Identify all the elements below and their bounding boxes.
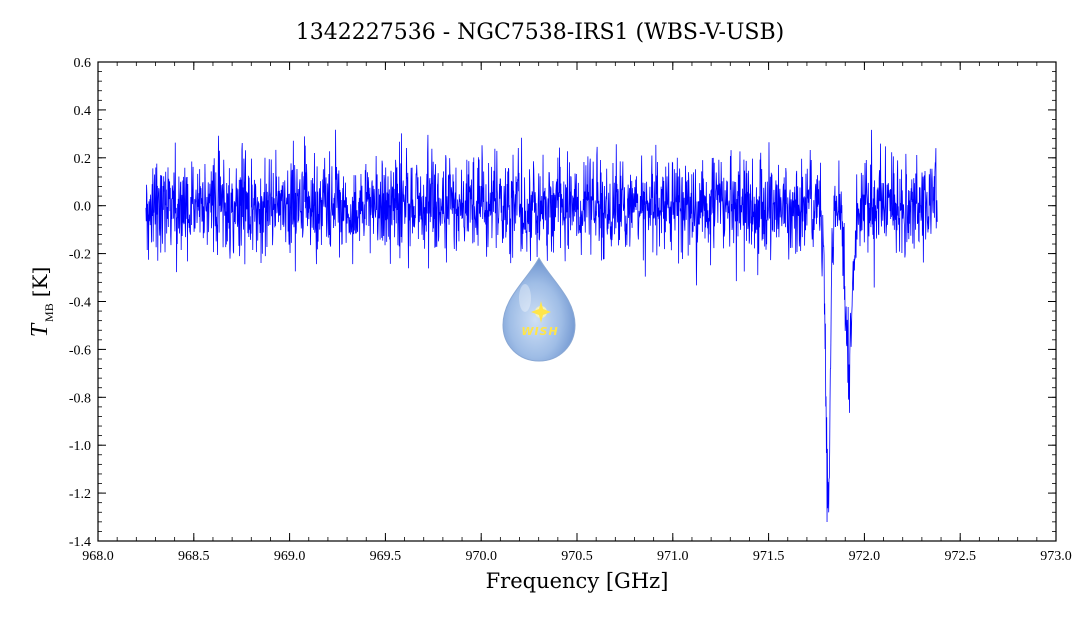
y-tick-label: -1.0 [69, 439, 91, 454]
spectrum-line [145, 129, 938, 522]
spectrum-series [145, 129, 938, 522]
x-tick-label: 972.0 [849, 549, 881, 564]
y-tick-label: 0.2 [74, 152, 92, 167]
y-tick-label: -1.2 [69, 487, 91, 502]
y-tick-label: 0.4 [74, 104, 92, 119]
x-tick-label: 970.0 [465, 549, 497, 564]
svg-text:TMB[K]: TMB [K] [27, 267, 56, 338]
x-tick-label: 969.0 [274, 549, 306, 564]
y-axis-label-unit: [K] [28, 267, 52, 298]
y-axis: -1.4 -1.2 -1.0 -0.8 -0.6 -0.4 -0.2 0.0 0.2 0.4 0.6 [69, 56, 1056, 550]
x-tick-label: 969.5 [370, 549, 402, 564]
x-tick-label: 971.0 [657, 549, 689, 564]
x-tick-label: 973.0 [1040, 549, 1072, 564]
x-tick-label: 971.5 [753, 549, 785, 564]
x-tick-label: 970.5 [561, 549, 593, 564]
y-tick-label: -0.8 [69, 391, 91, 406]
chart-title: 1342227536 - NGC7538-IRS1 (WBS-V-USB) [296, 20, 785, 45]
y-tick-label: 0.6 [74, 56, 92, 71]
plot-frame [97, 61, 1057, 542]
x-tick-label: 972.5 [944, 549, 976, 564]
y-tick-label: 0.0 [74, 200, 92, 215]
y-axis-label-subscript: MB [42, 303, 56, 322]
x-axis: 968.0 968.5 969.0 969.5 970.0 970.5 971.0 971.5… [82, 62, 1072, 564]
logo-text: WISH [521, 325, 558, 338]
star-icon [531, 301, 551, 323]
x-tick-label: 968.0 [82, 549, 114, 564]
y-tick-label: -0.6 [69, 343, 91, 358]
wish-logo: WISH [502, 256, 576, 362]
y-tick-label: -1.4 [69, 535, 91, 550]
y-axis-label-symbol: T [27, 322, 53, 337]
y-tick-label: -0.2 [69, 248, 91, 263]
y-tick-label: -0.4 [69, 296, 91, 311]
x-axis-label: Frequency [GHz] [486, 569, 669, 593]
x-tick-label: 968.5 [178, 549, 210, 564]
y-axis-label: TMB [K] [27, 267, 56, 338]
